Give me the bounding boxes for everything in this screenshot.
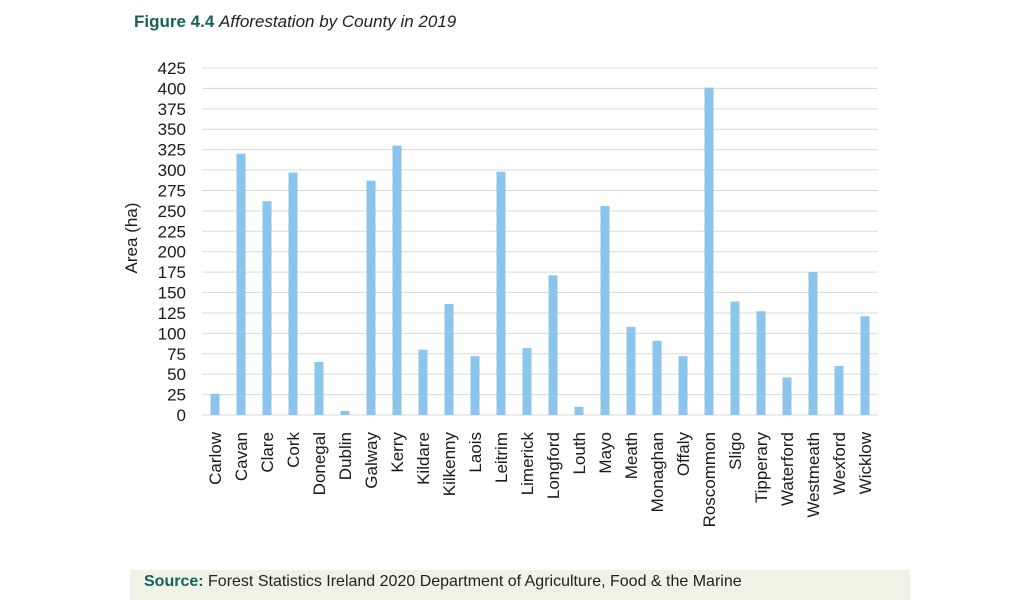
bar-mayo (600, 205, 610, 415)
x-tick-label: Louth (570, 432, 589, 475)
y-tick-label: 25 (167, 386, 186, 405)
y-tick-label: 125 (158, 304, 186, 323)
y-tick-label: 275 (158, 181, 186, 200)
y-tick-label: 375 (158, 100, 186, 119)
x-tick-label: Donegal (310, 432, 329, 495)
bar-cork (288, 172, 298, 415)
y-tick-label: 250 (158, 202, 186, 221)
x-tick-label: Cavan (232, 432, 251, 481)
y-tick-label: 100 (158, 324, 186, 343)
bar-dublin (340, 410, 350, 415)
bar-leitrim (496, 171, 506, 415)
bar-laois (470, 356, 480, 415)
x-tick-label: Wicklow (856, 431, 875, 494)
y-tick-label: 75 (167, 345, 186, 364)
x-tick-label: Monaghan (648, 432, 667, 512)
bar-roscommon (704, 87, 714, 416)
x-tick-label: Leitrim (492, 432, 511, 483)
x-tick-label: Waterford (778, 432, 797, 506)
source-text: Forest Statistics Ireland 2020 Departmen… (208, 573, 742, 590)
bar-longford (548, 275, 558, 415)
x-tick-label: Mayo (596, 432, 615, 474)
bar-carlow (210, 393, 220, 415)
x-tick-label: Offaly (674, 432, 693, 477)
bar-clare (262, 201, 272, 415)
bar-westmeath (808, 272, 818, 415)
source-note: Source: Forest Statistics Ireland 2020 D… (130, 570, 910, 600)
x-tick-label: Westmeath (804, 432, 823, 518)
y-tick-label: 225 (158, 222, 186, 241)
bar-kilkenny (444, 303, 454, 415)
x-tick-label: Dublin (336, 432, 355, 480)
bar-wexford (834, 366, 844, 415)
y-tick-label: 200 (158, 243, 186, 262)
y-tick-label: 400 (158, 79, 186, 98)
bar-kildare (418, 349, 428, 415)
bar-donegal (314, 361, 324, 415)
x-tick-label: Tipperary (752, 432, 771, 504)
bar-cavan (236, 153, 246, 415)
y-tick-label: 325 (158, 141, 186, 160)
y-tick-label: 0 (177, 406, 186, 425)
bar-meath (626, 326, 636, 415)
x-tick-label: Clare (258, 432, 277, 473)
bar-louth (574, 406, 584, 415)
x-tick-label: Cork (284, 432, 303, 468)
bar-kerry (392, 145, 402, 416)
x-tick-label: Wexford (830, 432, 849, 495)
y-tick-label: 425 (158, 59, 186, 78)
bar-offaly (678, 356, 688, 415)
bar-monaghan (652, 340, 662, 415)
x-tick-label: Kilkenny (440, 432, 459, 497)
bar-wicklow (860, 316, 870, 415)
x-tick-label: Kildare (414, 432, 433, 485)
y-tick-label: 175 (158, 263, 186, 282)
x-tick-label: Laois (466, 432, 485, 473)
y-tick-label: 350 (158, 120, 186, 139)
x-tick-label: Longford (544, 432, 563, 499)
x-tick-label: Galway (362, 432, 381, 489)
bar-sligo (730, 301, 740, 415)
y-tick-label: 150 (158, 284, 186, 303)
bar-waterford (782, 377, 792, 415)
x-tick-label: Kerry (388, 432, 407, 473)
x-tick-label: Limerick (518, 432, 537, 496)
y-tick-label: 50 (167, 365, 186, 384)
y-tick-label: 300 (158, 161, 186, 180)
bar-limerick (522, 348, 532, 415)
x-tick-label: Roscommon (700, 432, 719, 527)
y-axis-label: Area (ha) (122, 203, 141, 274)
figure-title-text: Afforestation by County in 2019 (219, 12, 457, 31)
source-label: Source: (144, 573, 204, 590)
x-tick-label: Meath (622, 432, 641, 479)
x-tick-label: Carlow (206, 431, 225, 485)
bar-galway (366, 180, 376, 415)
figure-title: Figure 4.4 Afforestation by County in 20… (134, 12, 456, 32)
figure-label: Figure 4.4 (134, 12, 215, 31)
x-tick-label: Sligo (726, 432, 745, 470)
bar-tipperary (756, 311, 766, 415)
